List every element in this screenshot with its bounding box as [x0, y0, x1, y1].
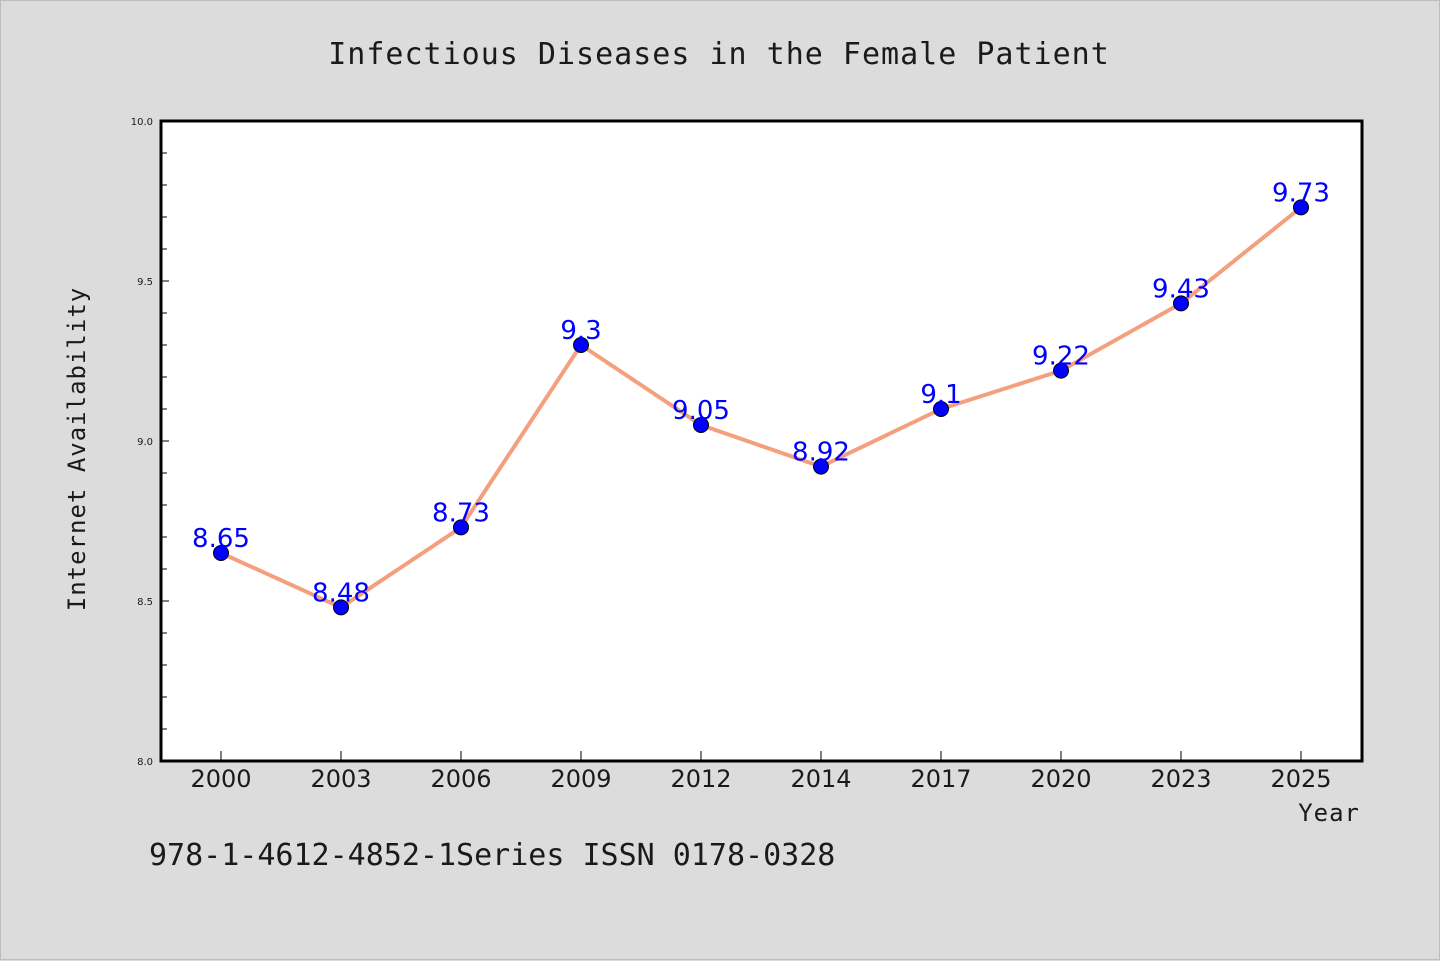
data-label: 9.05: [672, 396, 730, 426]
x-tick-label: 2012: [670, 765, 731, 793]
data-point: [573, 337, 589, 353]
y-tick-label: 10.0: [131, 117, 153, 128]
data-point: [333, 599, 349, 616]
data-label: 8.73: [432, 498, 490, 528]
x-tick-label: 2006: [430, 765, 491, 793]
x-tick-label: 2003: [310, 765, 371, 793]
data-point: [693, 417, 709, 433]
data-point: [1173, 295, 1189, 312]
x-tick-label: 2009: [550, 765, 611, 793]
y-tick-label: 8.5: [137, 597, 153, 608]
footer-isbn-text: 978-1-4612-4852-1Series ISSN 0178-0328: [149, 838, 835, 873]
series-layer: [213, 199, 1309, 616]
x-tick-label: 2017: [910, 765, 971, 793]
plot-area: [159, 119, 1364, 763]
data-point: [813, 458, 829, 475]
x-tick-label: 2020: [1030, 765, 1091, 793]
y-tick-label: 9.5: [137, 277, 153, 288]
x-axis-label: Year: [1298, 799, 1360, 827]
data-point: [213, 545, 229, 561]
data-label: 8.48: [312, 578, 370, 608]
data-label: 9.43: [1152, 274, 1210, 304]
chart-title: Infectious Diseases in the Female Patien…: [328, 37, 1110, 72]
x-tick-label: 2025: [1270, 765, 1331, 793]
y-axis-ticks: 8.0 8.5 9.0 9.5 10.0: [131, 117, 169, 768]
data-label: 8.65: [192, 524, 250, 554]
data-label: 9.3: [560, 316, 601, 346]
data-label: 9.22: [1032, 342, 1090, 372]
data-point: [453, 519, 469, 536]
data-label: 8.92: [792, 438, 850, 468]
data-labels-layer: 8.65 8.48 8.73 9.3 9.05 8.92 9.1 9.22 9.43 9.73: [192, 178, 1330, 608]
data-label: 9.73: [1272, 178, 1330, 208]
data-point: [933, 401, 949, 417]
x-tick-label: 2014: [790, 765, 851, 793]
y-tick-label: 8.0: [137, 757, 153, 768]
x-axis-ticks: 2000 2003 2006 2009 2012 2014 2017 2020 2023 2025: [190, 751, 1332, 793]
data-label: 9.1: [920, 380, 961, 410]
series-line: [219, 205, 1303, 610]
y-axis-label: Internet Availability: [63, 287, 91, 611]
data-point: [1053, 362, 1069, 379]
x-tick-label: 2023: [1150, 765, 1211, 793]
y-tick-label: 9.0: [137, 437, 153, 448]
data-point: [1293, 199, 1309, 216]
x-tick-label: 2000: [190, 765, 251, 793]
